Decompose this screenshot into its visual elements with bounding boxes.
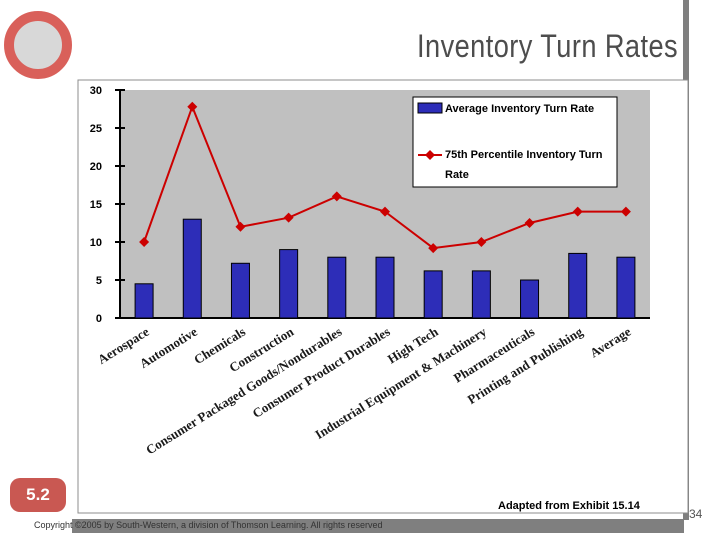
legend-bar-swatch <box>417 102 443 114</box>
line-marker <box>524 218 535 228</box>
legend-line-marker <box>425 150 435 160</box>
source-note: Adapted from Exhibit 15.14 <box>498 500 640 512</box>
line-marker <box>620 206 631 217</box>
line-marker <box>428 243 439 254</box>
line-marker <box>187 101 198 112</box>
y-tick-label: 30 <box>90 85 102 97</box>
bar <box>182 218 202 319</box>
bar <box>230 262 250 319</box>
bar <box>279 249 299 319</box>
bar <box>520 279 540 319</box>
bar <box>471 270 491 319</box>
legend-label-line: 75th Percentile Inventory Turn <box>445 149 603 161</box>
y-tick-label: 5 <box>96 275 102 287</box>
ring-logo-icon <box>4 11 72 79</box>
line-marker <box>139 237 150 247</box>
y-tick-label: 20 <box>90 161 102 173</box>
y-tick-label: 15 <box>90 199 102 211</box>
bar <box>616 256 636 319</box>
y-tick-label: 0 <box>96 313 102 325</box>
bar <box>423 270 443 319</box>
bar <box>327 256 347 319</box>
bar <box>568 252 588 319</box>
line-marker <box>572 206 583 217</box>
line-marker <box>283 212 294 223</box>
y-tick-label: 25 <box>90 123 102 135</box>
line-marker <box>476 237 487 247</box>
line-marker <box>380 206 390 217</box>
bar <box>134 283 154 319</box>
legend-box <box>412 96 618 188</box>
legend-label-line-cont: Rate <box>445 169 469 181</box>
section-badge: 5.2 <box>10 478 66 512</box>
bar <box>375 256 395 319</box>
line-marker <box>331 191 342 202</box>
y-tick-label: 10 <box>90 237 102 249</box>
slide-shadow-bottom <box>72 519 684 533</box>
copyright-text: Copyright ©2005 by South-Western, a divi… <box>34 520 383 530</box>
page-number: 34 <box>689 507 703 521</box>
slide-title: Inventory Turn Rates <box>417 28 678 64</box>
line-marker <box>235 221 246 232</box>
legend-label-bar: Average Inventory Turn Rate <box>445 103 594 115</box>
